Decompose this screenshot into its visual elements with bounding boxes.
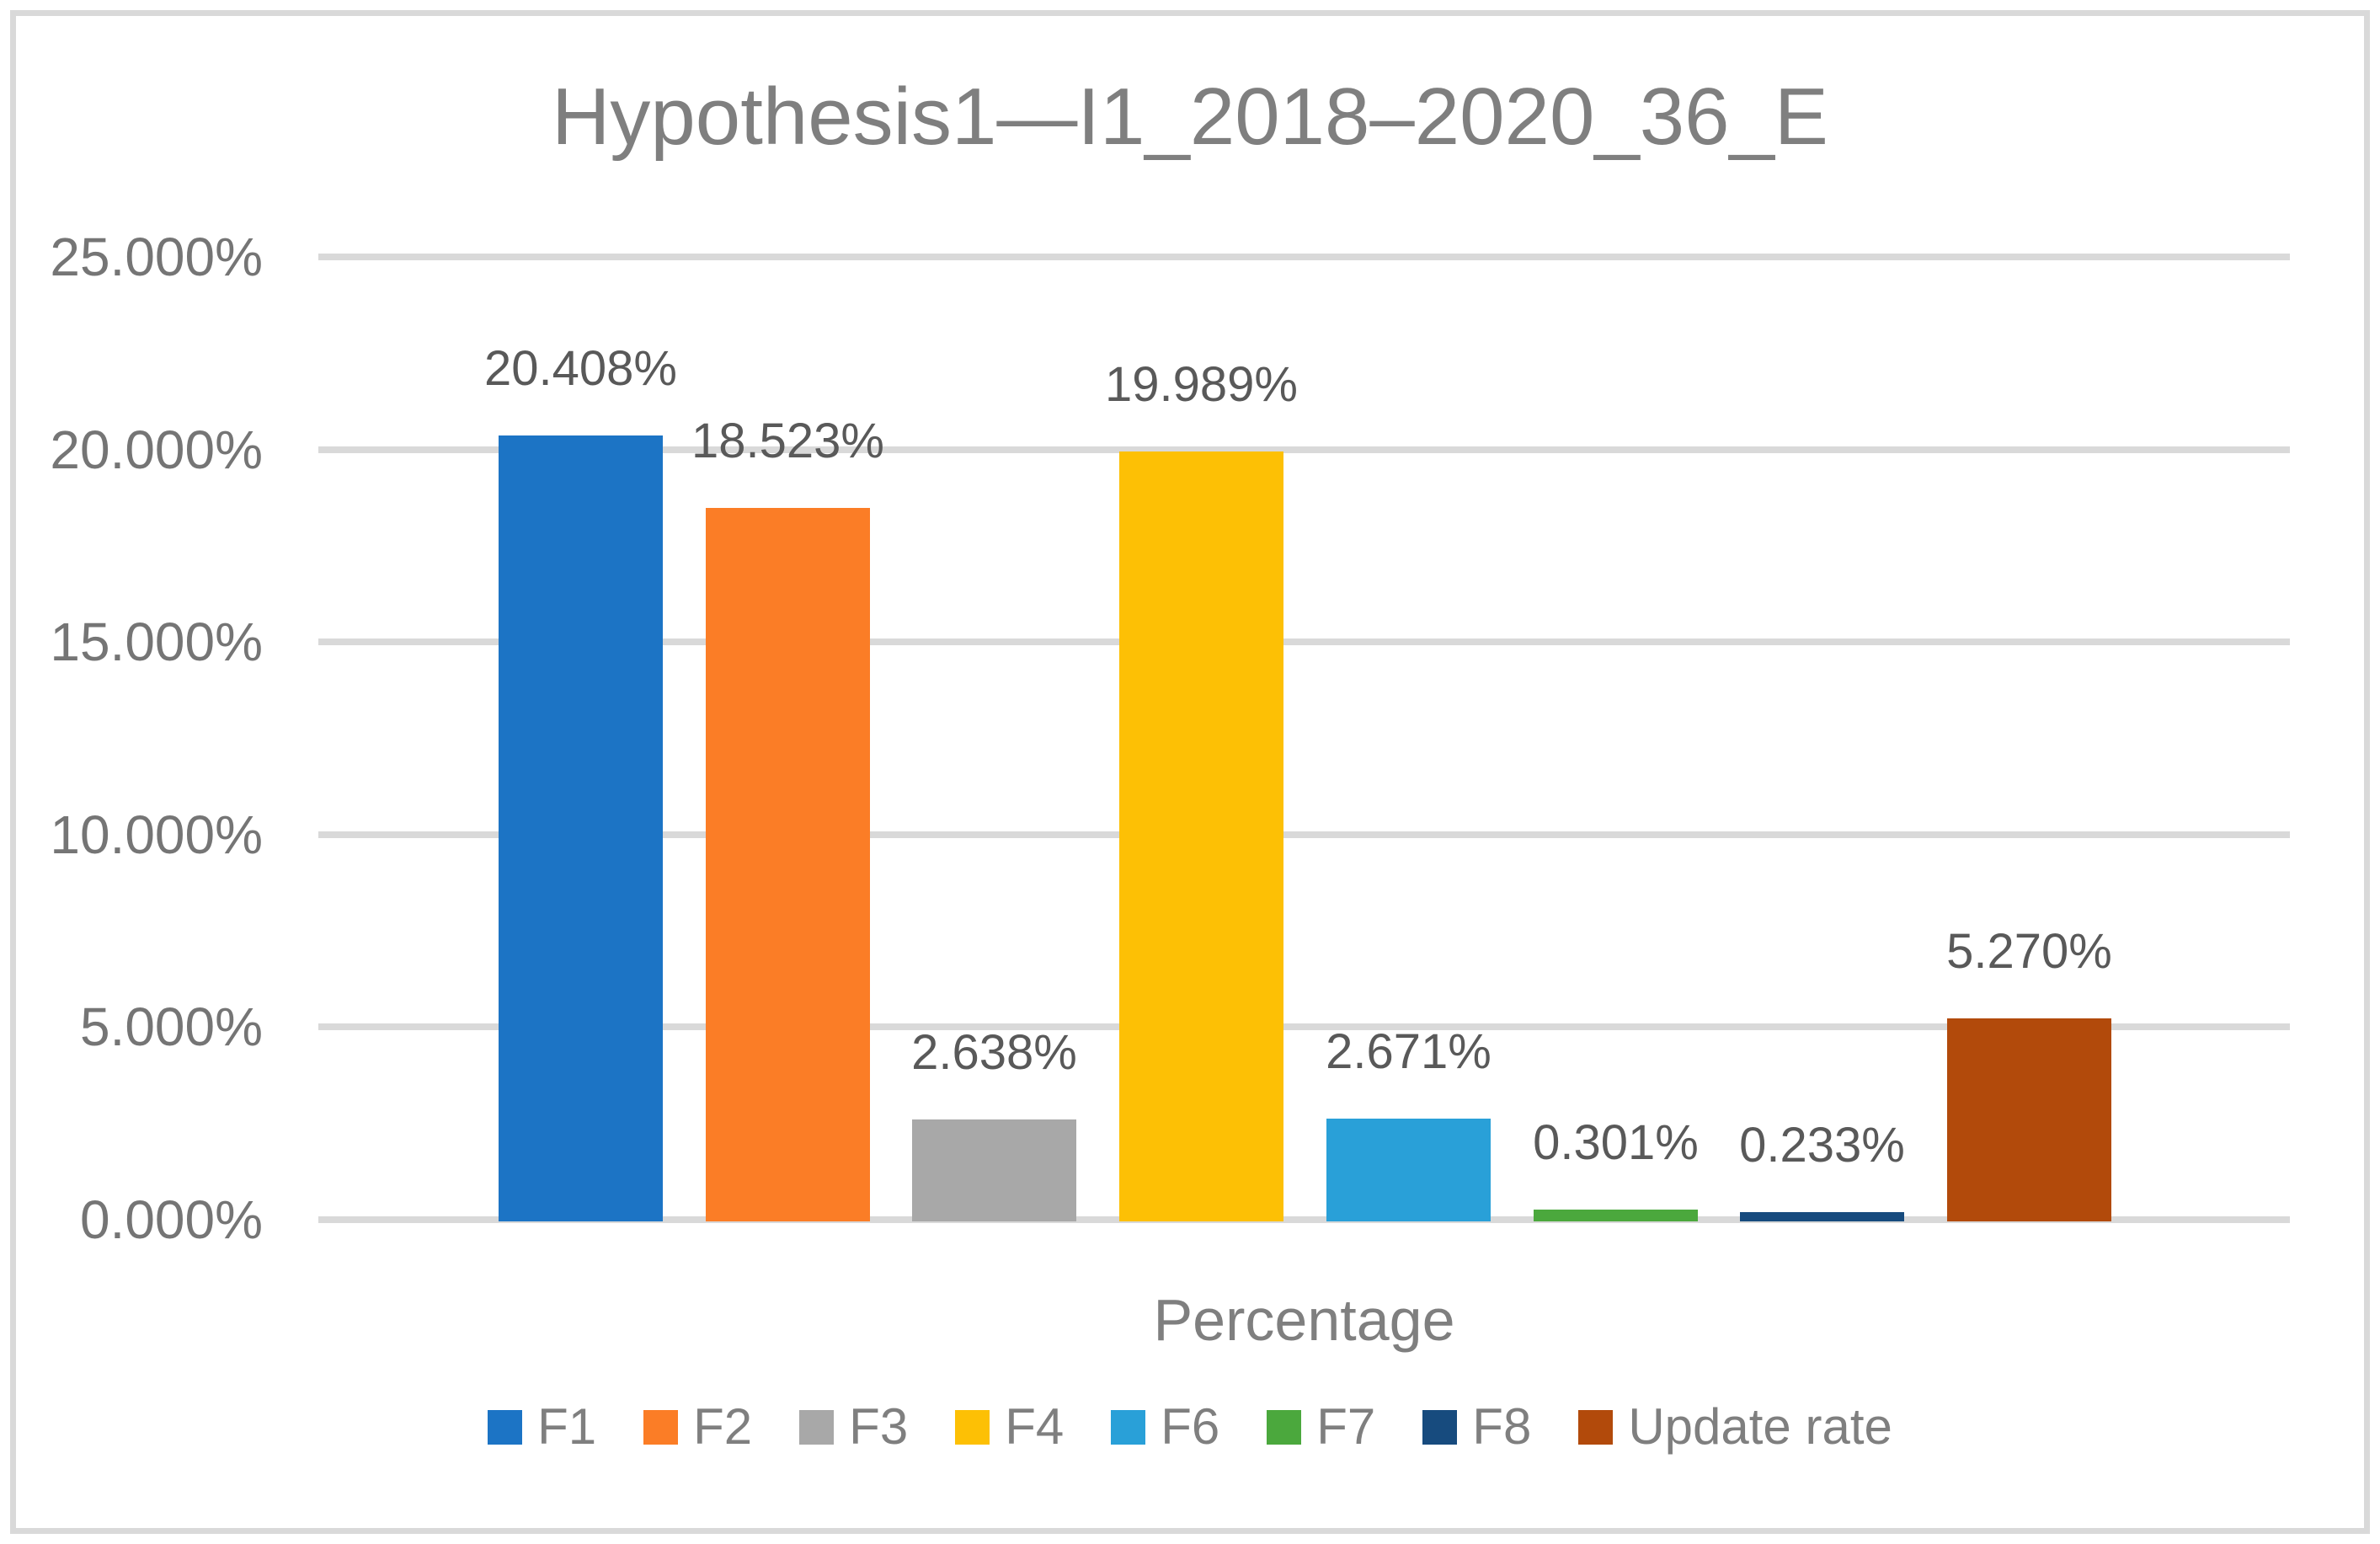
legend-label-f2: F2 (693, 1398, 753, 1455)
legend-swatch-f3 (799, 1409, 835, 1445)
legend-label-f3: F3 (849, 1398, 909, 1455)
y-tick-label: 20.000% (50, 419, 263, 480)
legend-swatch-update-rate (1578, 1409, 1614, 1445)
legend-label-f8: F8 (1472, 1398, 1532, 1455)
legend-label-f4: F4 (1005, 1398, 1065, 1455)
bar-f4 (1119, 451, 1283, 1221)
legend-swatch-f4 (955, 1409, 990, 1445)
legend-swatch-f1 (488, 1409, 523, 1445)
gridline (318, 446, 2290, 453)
y-tick-label: 5.000% (79, 996, 263, 1058)
gridline (318, 831, 2290, 838)
bar-f1 (499, 435, 663, 1221)
gridline (318, 1023, 2290, 1031)
bar-value-label-update-rate: 5.270% (1946, 924, 2112, 979)
bar-value-label-f6: 2.671% (1326, 1024, 1492, 1079)
legend-swatch-f2 (643, 1409, 679, 1445)
bar-f6 (1326, 1119, 1491, 1221)
bar-value-label-f2: 18.523% (691, 414, 884, 468)
gridline (318, 1216, 2290, 1223)
bar-value-label-f3: 2.638% (911, 1025, 1077, 1080)
bar-f2 (706, 508, 870, 1221)
y-tick-label: 25.000% (50, 227, 263, 287)
gridline (318, 254, 2290, 260)
bar-value-label-f7: 0.301% (1533, 1115, 1699, 1170)
x-axis-title: Percentage (1153, 1287, 1455, 1353)
gridline (318, 638, 2290, 646)
legend-item-f4: F4 (955, 1402, 1064, 1452)
legend-swatch-f8 (1422, 1409, 1458, 1445)
bar-update-rate (1947, 1018, 2111, 1221)
legend-label-f1: F1 (537, 1398, 597, 1455)
chart-title: Hypothesis1—I1_2018–2020_36_E (552, 72, 1828, 162)
bar-f7 (1534, 1210, 1698, 1221)
bar-f3 (912, 1119, 1076, 1221)
legend: F1 F2 F3 F4 F6 F7 F8 Update rate (0, 1402, 2380, 1452)
y-tick-label: 0.000% (79, 1189, 263, 1250)
legend-item-f6: F6 (1111, 1402, 1219, 1452)
legend-swatch-f6 (1111, 1409, 1146, 1445)
legend-label-f6: F6 (1161, 1398, 1220, 1455)
legend-item-f8: F8 (1422, 1402, 1531, 1452)
bar-f8 (1740, 1212, 1904, 1221)
bar-value-label-f4: 19.989% (1105, 357, 1298, 412)
y-tick-label: 15.000% (50, 612, 263, 673)
legend-item-f3: F3 (799, 1402, 908, 1452)
legend-label-f7: F7 (1316, 1398, 1376, 1455)
y-tick-label: 10.000% (50, 804, 263, 865)
legend-item-f1: F1 (488, 1402, 596, 1452)
legend-item-f2: F2 (643, 1402, 752, 1452)
legend-label-update-rate: Update rate (1628, 1398, 1892, 1455)
legend-swatch-f7 (1267, 1409, 1302, 1445)
bar-value-label-f8: 0.233% (1739, 1118, 1905, 1173)
bar-value-label-f1: 20.408% (484, 341, 677, 396)
legend-item-f7: F7 (1267, 1402, 1375, 1452)
legend-item-update-rate: Update rate (1578, 1402, 1892, 1452)
chart-border (10, 10, 2370, 1534)
